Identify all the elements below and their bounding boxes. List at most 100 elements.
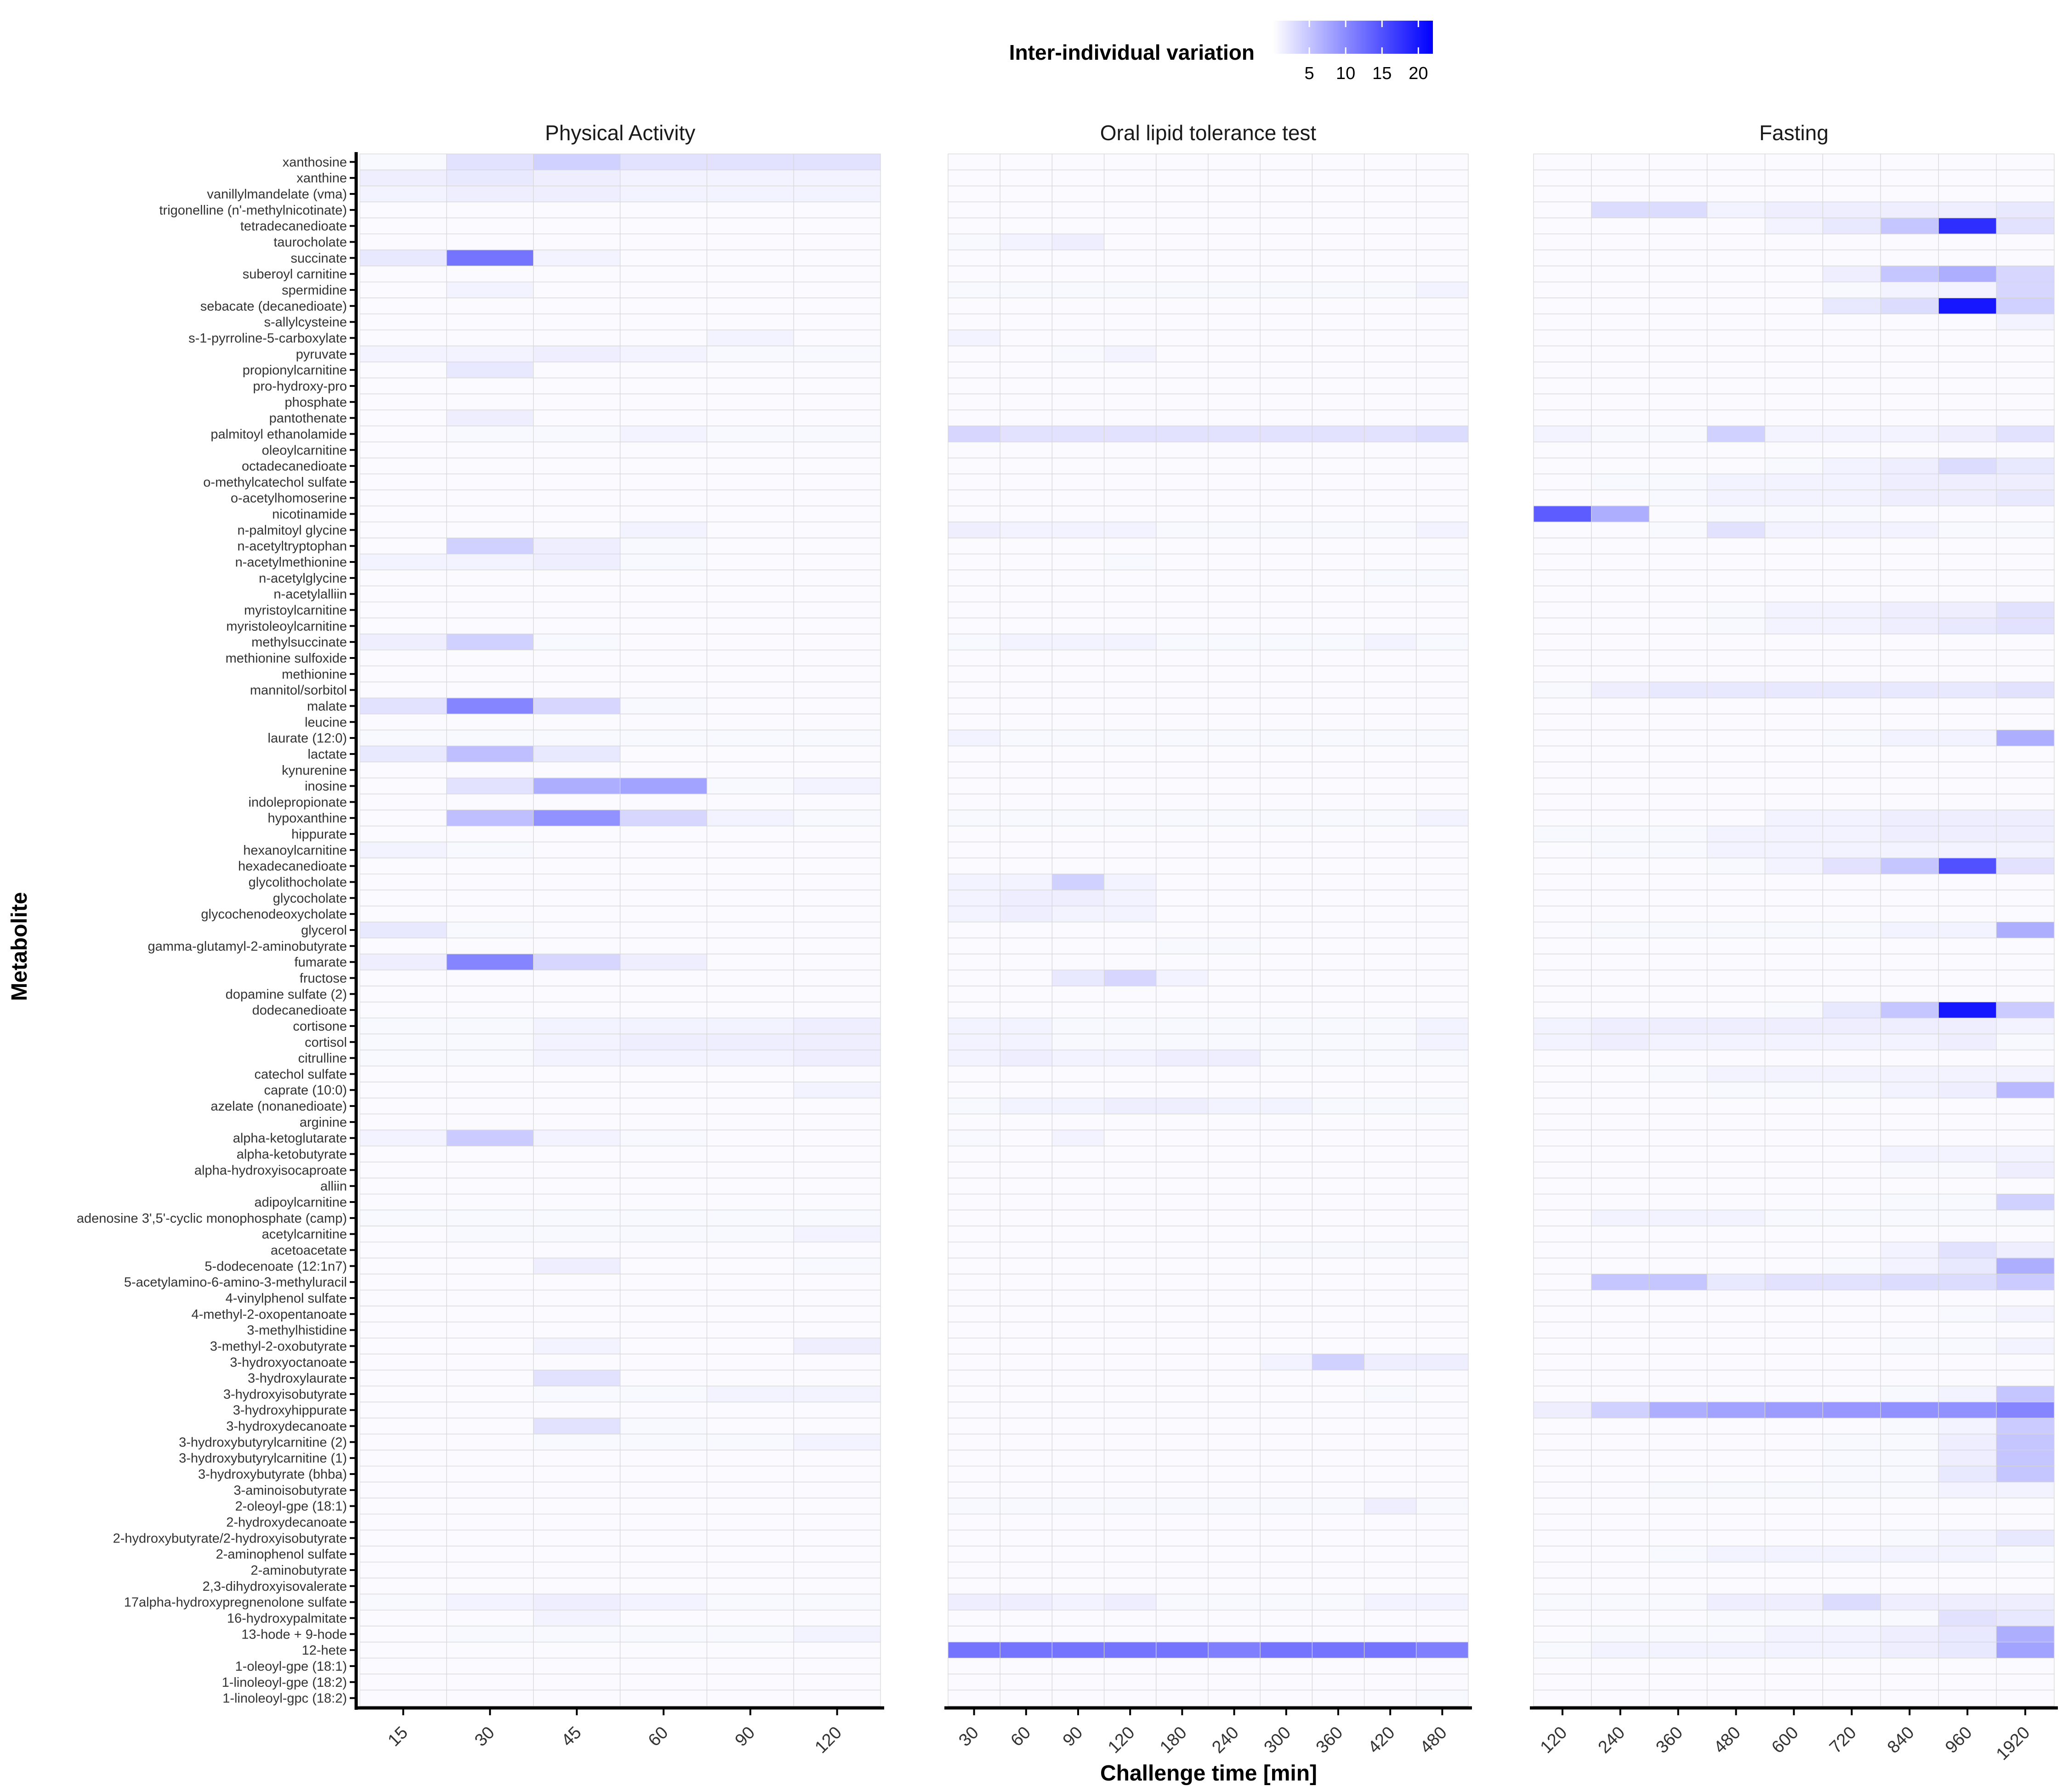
heatmap-cell [1938, 1450, 1997, 1467]
heatmap-cell [1156, 1017, 1209, 1034]
heatmap-cell [1364, 346, 1417, 363]
heatmap-cell [1938, 442, 1997, 459]
heatmap-cell [1104, 1657, 1157, 1674]
heatmap-cell [793, 1450, 881, 1467]
heatmap-cell [1533, 841, 1592, 858]
heatmap-cell [1996, 1113, 2055, 1130]
heatmap-cell [359, 554, 447, 571]
heatmap-cell [619, 217, 707, 234]
heatmap-cell [1822, 1017, 1881, 1034]
heatmap-cell [1938, 810, 1997, 827]
heatmap-cell [619, 873, 707, 890]
heatmap-cell [1649, 538, 1708, 555]
heatmap-cell [359, 393, 447, 410]
heatmap-cell [948, 1577, 1000, 1594]
heatmap-cell [1156, 1642, 1209, 1659]
heatmap-cell [1104, 937, 1157, 954]
heatmap-cell [1996, 1497, 2055, 1514]
row-label: sebacate (decanedioate) [200, 299, 347, 314]
heatmap-cell [1707, 857, 1766, 874]
heatmap-cell [1649, 458, 1708, 475]
heatmap-cell [1051, 266, 1105, 283]
heatmap-cell [1051, 1162, 1105, 1179]
heatmap-cell [793, 777, 881, 794]
heatmap-cell [1416, 377, 1469, 394]
heatmap-cell [1938, 1577, 1997, 1594]
heatmap-cell [1156, 1530, 1209, 1547]
heatmap-cell [359, 458, 447, 475]
heatmap-cell [619, 297, 707, 314]
heatmap-cell [619, 1481, 707, 1498]
panel-title-oral-lipid-tolerance-test: Oral lipid tolerance test [1100, 121, 1317, 145]
heatmap-cell [1649, 1225, 1708, 1242]
heatmap-cell [1591, 873, 1650, 890]
heatmap-cell [359, 1626, 447, 1643]
heatmap-cell [1591, 1209, 1650, 1226]
heatmap-cell [1880, 297, 1939, 314]
heatmap-cell [793, 1194, 881, 1211]
heatmap-cell [1364, 826, 1417, 843]
heatmap-cell [793, 186, 881, 203]
heatmap-cell [1880, 1098, 1939, 1115]
heatmap-cell [1996, 649, 2055, 666]
heatmap-cell [1051, 777, 1105, 794]
heatmap-cell [1000, 473, 1052, 490]
heatmap-cell [1649, 1577, 1708, 1594]
row-label: 2-aminophenol sulfate [216, 1547, 347, 1562]
heatmap-cell [1156, 1354, 1209, 1371]
heatmap-cell [533, 1178, 621, 1195]
heatmap-cell [948, 1434, 1000, 1451]
heatmap-cell [1156, 1370, 1209, 1387]
heatmap-cell [1104, 649, 1157, 666]
heatmap-cell [1822, 538, 1881, 555]
heatmap-cell [1822, 346, 1881, 363]
heatmap-cell [1533, 1338, 1592, 1355]
heatmap-cell [793, 761, 881, 778]
heatmap-cell [1649, 1418, 1708, 1435]
heatmap-cell [1156, 665, 1209, 682]
heatmap-cell [1260, 826, 1312, 843]
heatmap-cell [1104, 1033, 1157, 1050]
heatmap-cell [446, 442, 534, 459]
heatmap-cell [1000, 1514, 1052, 1531]
heatmap-cell [446, 538, 534, 555]
heatmap-cell [1156, 186, 1209, 203]
heatmap-cell [1416, 906, 1469, 923]
heatmap-cell [1208, 1194, 1261, 1211]
heatmap-cell [1416, 1113, 1469, 1130]
heatmap-cell [1649, 489, 1708, 506]
heatmap-cell [1051, 857, 1105, 874]
row-label: 16-hydroxypalmitate [227, 1611, 347, 1626]
heatmap-cell [1591, 1258, 1650, 1275]
row-label: 3-hydroxydecanoate [226, 1419, 347, 1434]
row-label: 2-aminobutyrate [250, 1563, 347, 1578]
heatmap-cell [1104, 953, 1157, 970]
heatmap-cell [1880, 1178, 1939, 1195]
heatmap-cell [793, 585, 881, 602]
heatmap-cell [1156, 201, 1209, 218]
heatmap-cell [1649, 1530, 1708, 1547]
heatmap-cell [706, 937, 794, 954]
row-label: s-1-pyrroline-5-carboxylate [188, 331, 347, 346]
heatmap-cell [446, 1242, 534, 1259]
heatmap-cell [1764, 857, 1824, 874]
heatmap-cell [1649, 1274, 1708, 1291]
heatmap-cell [1822, 1354, 1881, 1371]
heatmap-cell [1533, 1354, 1592, 1371]
row-label: glycocholate [273, 891, 347, 906]
heatmap-cell [1996, 266, 2055, 283]
heatmap-cell [359, 1577, 447, 1594]
heatmap-cell [1000, 1274, 1052, 1291]
heatmap-cell [1208, 649, 1261, 666]
heatmap-cell [1051, 1129, 1105, 1146]
heatmap-cell [1312, 329, 1365, 346]
heatmap-cell [1707, 810, 1766, 827]
heatmap-cell [1533, 313, 1592, 330]
heatmap-cell [1707, 1258, 1766, 1275]
heatmap-cell [1104, 585, 1157, 602]
heatmap-cell [1764, 777, 1824, 794]
heatmap-cell [1104, 1305, 1157, 1322]
heatmap-cell [1364, 1305, 1417, 1322]
heatmap-cell [1996, 1225, 2055, 1242]
heatmap-cell [1591, 522, 1650, 539]
